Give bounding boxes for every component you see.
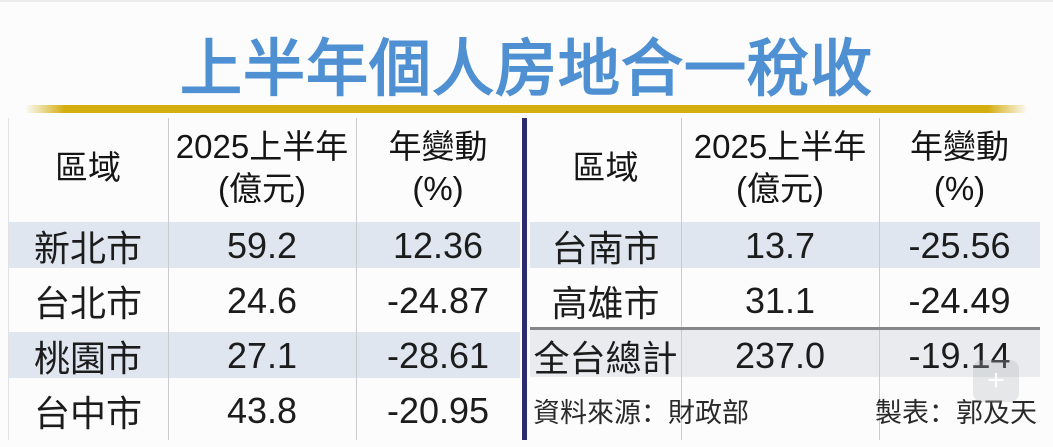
- change-cell: -25.56: [908, 224, 1011, 266]
- amount-cell: 13.7: [744, 224, 816, 266]
- amount-cell: 59.2: [226, 224, 298, 266]
- change-cell: -28.61: [386, 334, 490, 376]
- column-divider: [681, 118, 682, 440]
- credit-note: 製表：郭及天: [875, 398, 1037, 428]
- header-amount: 2025上半年 (億元): [693, 127, 867, 207]
- page-title: 上半年個人房地合一稅收: [179, 35, 873, 104]
- header-change: 年變動 (%): [388, 127, 488, 207]
- table-row: 台南市 13.7 -25.56: [530, 218, 1040, 273]
- header-region: 區域: [572, 148, 639, 186]
- right-table: 區域 2025上半年 (億元) 年變動 (%) 台南市 13.7 -25.56 …: [530, 118, 1040, 440]
- amount-cell: 237.0: [734, 334, 826, 376]
- left-table-header-row: 區域 2025上半年 (億元) 年變動 (%): [8, 118, 520, 218]
- source-note: 資料來源：財政部: [533, 398, 749, 428]
- table-row: 台中市 43.8 -20.95: [8, 383, 520, 438]
- right-table-header-row: 區域 2025上半年 (億元) 年變動 (%): [530, 118, 1040, 218]
- left-table-border: [8, 118, 9, 440]
- change-cell: -19.14: [908, 334, 1011, 376]
- region-cell: 台中市: [33, 392, 142, 434]
- gold-divider-rule: [25, 105, 1028, 113]
- plus-icon: +: [987, 364, 1005, 397]
- change-cell: -20.95: [386, 389, 490, 431]
- header-region: 區域: [55, 148, 121, 186]
- table-row: 高雄市 31.1 -24.49: [530, 273, 1040, 328]
- region-cell: 全台總計: [533, 337, 678, 379]
- region-cell: 新北市: [33, 227, 142, 269]
- region-cell: 高雄市: [551, 282, 660, 324]
- amount-cell: 24.6: [226, 279, 298, 321]
- column-divider: [356, 118, 357, 440]
- header-change: 年變動 (%): [910, 127, 1009, 207]
- plus-overlay-button[interactable]: +: [973, 360, 1019, 402]
- table-row: 台北市 24.6 -24.87: [8, 273, 520, 328]
- change-cell: 12.36: [392, 224, 484, 266]
- region-cell: 桃園市: [33, 337, 142, 379]
- region-cell: 台北市: [33, 282, 142, 324]
- total-row-top-rule: [530, 327, 1040, 330]
- region-cell: 台南市: [551, 227, 660, 269]
- change-cell: -24.49: [908, 279, 1011, 321]
- amount-cell: 31.1: [744, 279, 816, 321]
- footer-row: 資料來源：財政部 製表：郭及天: [530, 383, 1040, 438]
- total-row: 全台總計 237.0 -19.14: [530, 328, 1040, 383]
- table-separator-bar: [522, 118, 527, 440]
- table-row: 新北市 59.2 12.36: [8, 218, 520, 273]
- table-row: 桃園市 27.1 -28.61: [8, 328, 520, 383]
- column-divider: [879, 118, 880, 440]
- amount-cell: 43.8: [226, 389, 298, 431]
- header-amount: 2025上半年 (億元): [175, 127, 349, 207]
- column-divider: [168, 118, 169, 440]
- change-cell: -24.87: [386, 279, 490, 321]
- amount-cell: 27.1: [226, 334, 298, 376]
- left-table: 區域 2025上半年 (億元) 年變動 (%) 新北市 59.2 12.36 台…: [8, 118, 520, 440]
- top-edge-line: [0, 0, 1053, 2]
